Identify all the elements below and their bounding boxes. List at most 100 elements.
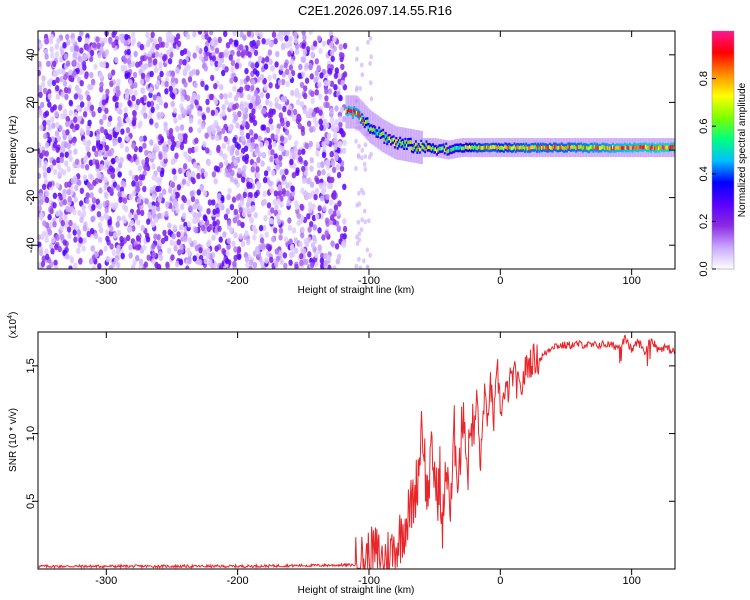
heatmap-noise-cell — [55, 121, 60, 129]
heatmap-noise-cell — [288, 72, 293, 80]
heatmap-noise-cell — [44, 196, 50, 204]
heatmap-noise-cell — [178, 224, 184, 231]
heatmap-noise-cell — [66, 226, 72, 233]
heatmap-noise-cell — [128, 169, 133, 177]
heatmap-ridge-cell — [472, 146, 475, 150]
heatmap-noise-cell — [363, 142, 368, 148]
heatmap-noise-cell — [330, 240, 335, 247]
heatmap-ridge-cell — [516, 145, 519, 150]
heatmap-noise-cell — [257, 55, 263, 62]
heatmap-noise-cell — [103, 212, 108, 220]
heatmap-noise-cell — [165, 70, 171, 78]
snr-x-ticks: -300 -200 -100 0 100 — [95, 332, 641, 587]
heatmap-noise-cell — [102, 93, 107, 101]
heatmap-ridge-cell — [489, 145, 492, 150]
heatmap-noise-cell — [104, 48, 110, 56]
heatmap-ridge-cell — [581, 146, 584, 151]
heatmap-ridge-cell — [672, 144, 675, 149]
heatmap-noise-cell — [185, 154, 190, 161]
heatmap-ridge-cell — [518, 146, 521, 150]
heatmap-ridge-cell — [408, 140, 411, 145]
heatmap-noise-cell — [285, 120, 291, 128]
heatmap-ridge-cell — [369, 127, 371, 132]
heatmap-noise-cell — [38, 108, 43, 115]
heatmap-noise-cell — [59, 156, 64, 164]
heatmap-noise-cell — [301, 56, 306, 64]
heatmap-noise-cell — [169, 91, 174, 98]
heatmap-ridge-cell — [631, 146, 634, 151]
heatmap-noise-cell — [108, 38, 113, 45]
heatmap-noise-cell — [49, 208, 54, 215]
heatmap-noise-cell — [85, 197, 90, 205]
heatmap-noise-cell — [122, 181, 127, 188]
heatmap-noise-cell — [96, 211, 102, 218]
heatmap-noise-cell — [156, 234, 161, 241]
heatmap-noise-cell — [241, 169, 246, 177]
heatmap-noise-cell — [75, 67, 80, 75]
heatmap-noise-cell — [287, 109, 292, 116]
heatmap-noise-cell — [148, 56, 153, 64]
heatmap-noise-cell — [45, 190, 50, 197]
heatmap-noise-cell — [329, 107, 334, 115]
heatmap-noise-cell — [195, 45, 200, 52]
heatmap-noise-cell — [86, 94, 91, 102]
heatmap-ridge-cell — [493, 145, 496, 150]
heatmap-ridge-cell — [656, 145, 659, 149]
heatmap-noise-cell — [254, 61, 260, 69]
heatmap-noise-cell — [276, 198, 281, 205]
heatmap-noise-cell — [111, 158, 116, 165]
heatmap-ridge-cell — [421, 145, 424, 149]
heatmap-noise-cell — [130, 31, 136, 39]
heatmap-noise-cell — [54, 43, 60, 50]
heatmap-noise-cell — [98, 143, 104, 151]
heatmap-noise-cell — [274, 134, 279, 141]
heatmap-noise-cell — [151, 193, 156, 200]
heatmap-ridge-cell — [445, 144, 448, 149]
heatmap-noise-cell — [44, 248, 49, 255]
heatmap-noise-cell — [162, 145, 167, 152]
heatmap-noise-cell — [181, 212, 187, 219]
heatmap-noise-cell — [290, 185, 295, 192]
heatmap-noise-cell — [244, 256, 250, 263]
heatmap-noise-cell — [133, 82, 138, 89]
heatmap-noise-cell — [236, 219, 242, 226]
heatmap-noise-cell — [312, 40, 318, 47]
heatmap-noise-cell — [187, 108, 192, 115]
heatmap-ridge-cell — [556, 146, 559, 150]
heatmap-noise-cell — [128, 244, 133, 251]
heatmap-noise-cell — [284, 168, 289, 175]
heatmap-noise-cell — [112, 181, 118, 188]
heatmap-ridge-cell — [552, 144, 555, 149]
heatmap-noise-cell — [300, 232, 305, 239]
heatmap-noise-cell — [315, 106, 320, 114]
heatmap-noise-cell — [60, 233, 65, 241]
heatmap-noise-cell — [223, 31, 228, 38]
heatmap-noise-cell — [38, 161, 42, 168]
heatmap-ridge-cell — [590, 145, 593, 149]
heatmap-noise-cell — [294, 203, 300, 210]
heatmap-noise-cell — [140, 64, 145, 71]
heatmap-noise-cell — [233, 246, 238, 253]
heatmap-noise-cell — [214, 245, 219, 252]
heatmap-noise-cell — [72, 208, 77, 216]
heatmap-noise-cell — [298, 241, 303, 248]
heatmap-ridge-cell — [538, 146, 541, 151]
heatmap-noise-cell — [323, 252, 328, 260]
heatmap-ridge-cell — [362, 119, 365, 124]
heatmap-noise-cell — [259, 91, 264, 99]
heatmap-ridge-cell — [495, 145, 498, 149]
heatmap-noise-cell — [283, 136, 288, 144]
heatmap-ridge-cell — [604, 146, 607, 150]
heatmap-ridge-cell — [615, 145, 618, 150]
heatmap-noise-cell — [165, 201, 170, 208]
heatmap-noise-cell — [115, 221, 120, 228]
heatmap-noise-cell — [88, 159, 94, 166]
heatmap-noise-cell — [155, 80, 161, 87]
heatmap-noise-cell — [47, 93, 52, 100]
heatmap-noise-cell — [41, 75, 46, 82]
heatmap-noise-cell — [126, 58, 132, 65]
heatmap-noise-cell — [157, 36, 163, 43]
heatmap-noise-cell — [109, 80, 114, 88]
